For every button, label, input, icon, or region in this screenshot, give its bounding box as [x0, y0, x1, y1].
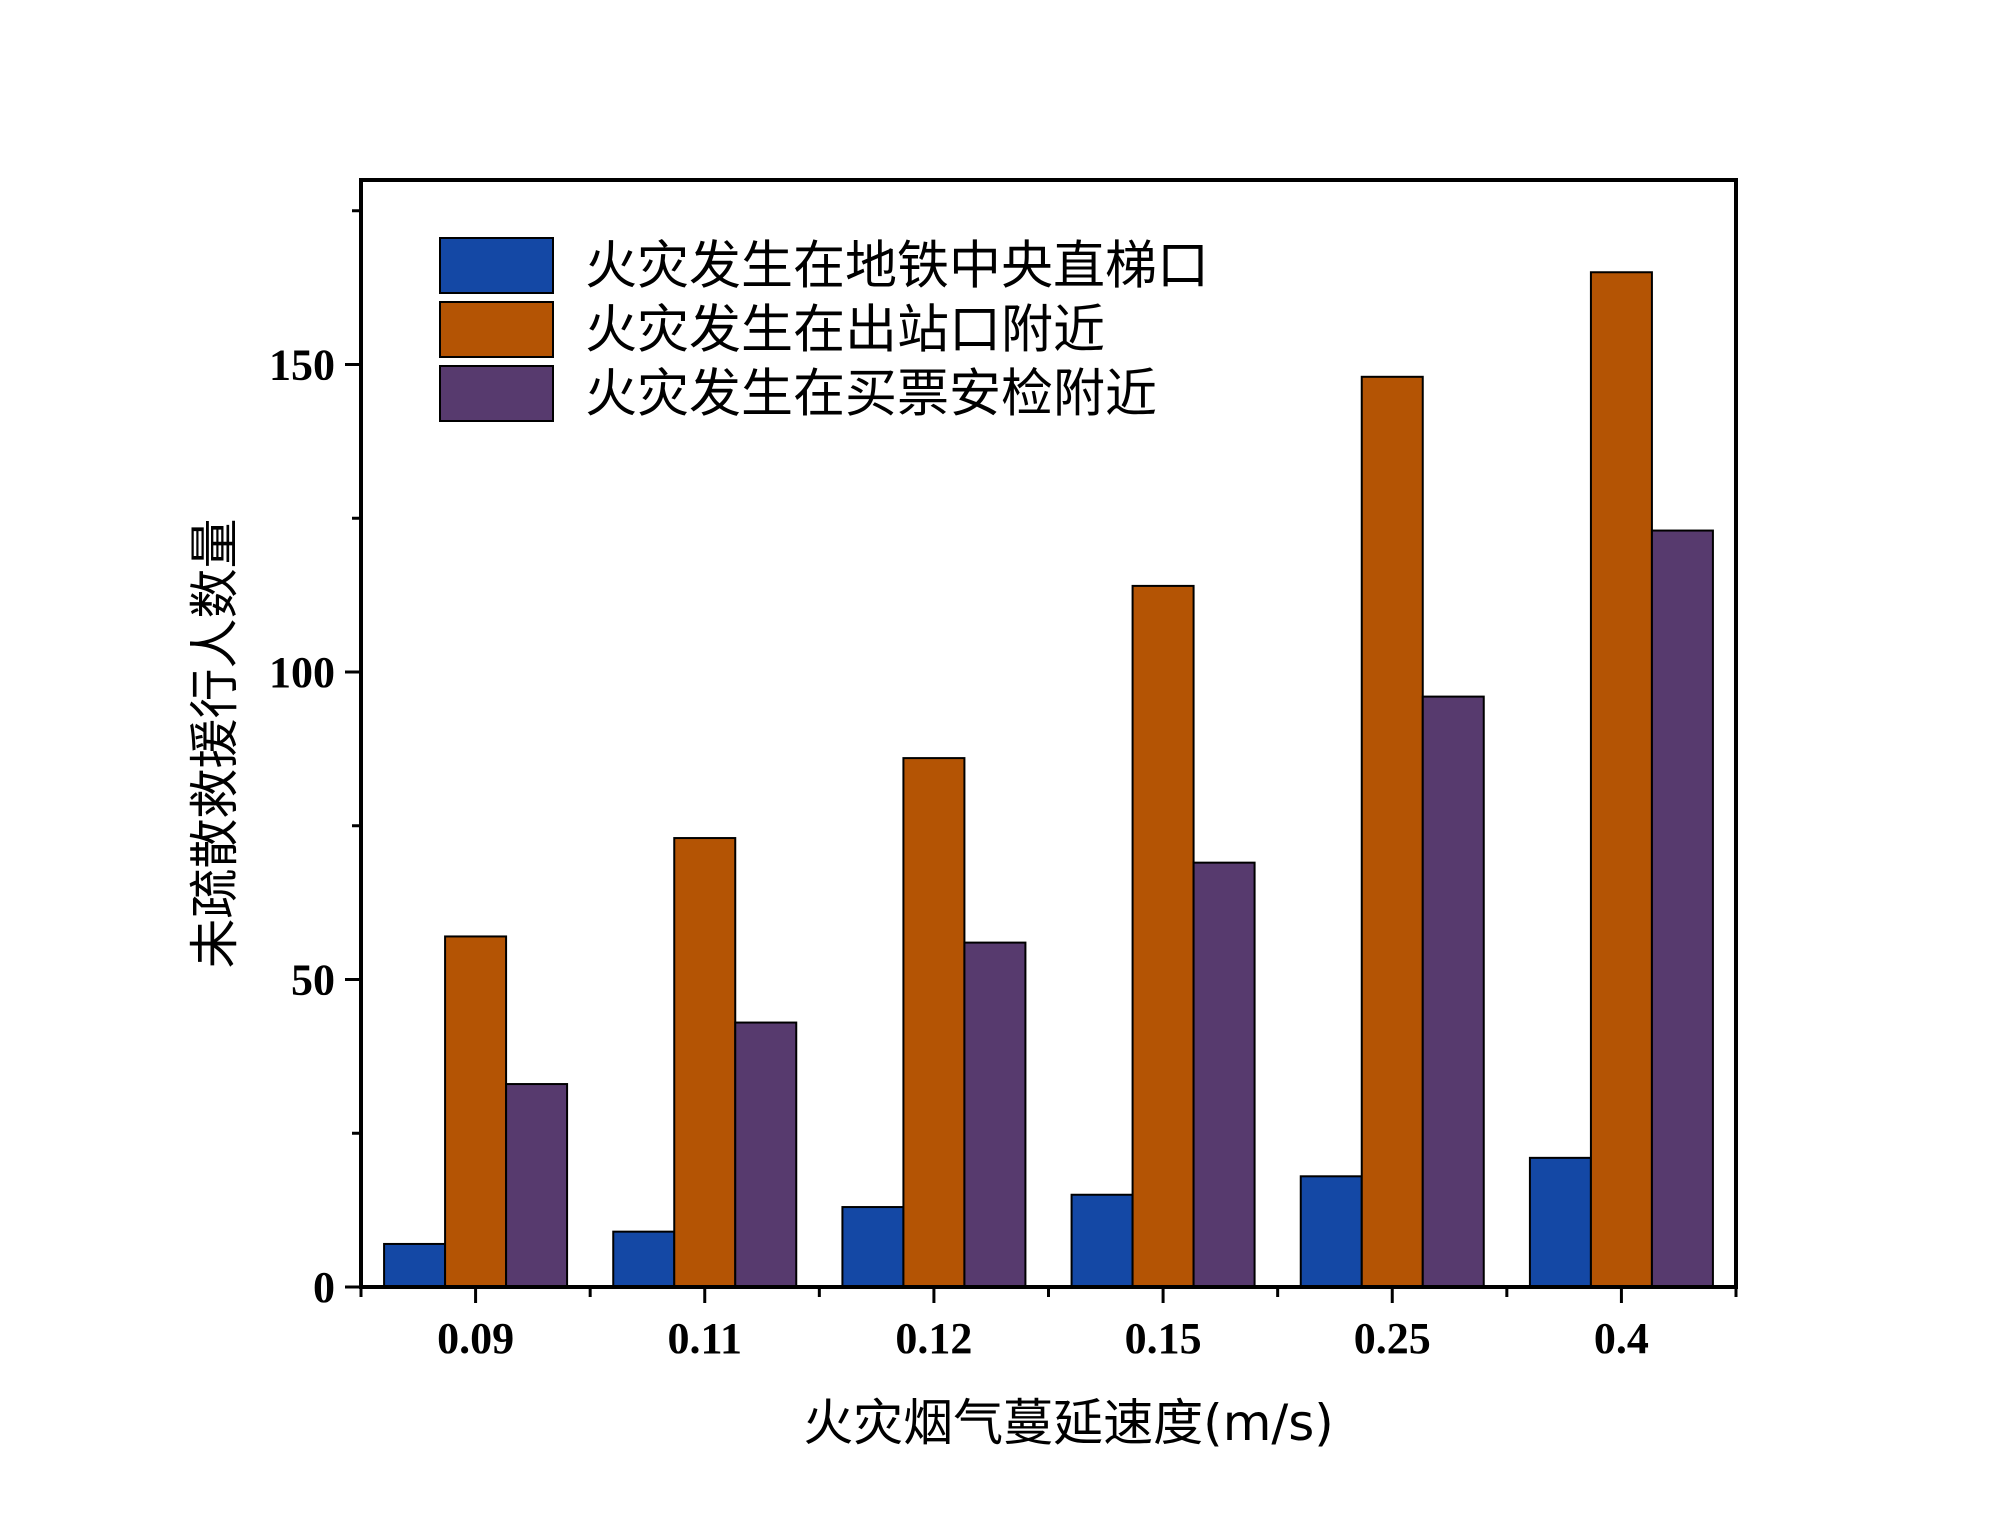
- ticks-group: [345, 209, 1738, 1303]
- bars-group: [383, 271, 1714, 1289]
- bar-2-0.25: [1360, 375, 1424, 1288]
- x-tick-label-0.15: 0.15: [1125, 1314, 1202, 1363]
- bar-1-0.4: [1528, 1156, 1592, 1288]
- bar-3-0.12: [963, 941, 1027, 1288]
- bar-3-0.4: [1650, 529, 1714, 1288]
- bar-1-0.25: [1299, 1175, 1363, 1289]
- bar-1-0.09: [383, 1242, 447, 1288]
- y-tick-label-150: 150: [269, 341, 335, 390]
- y-axis-title: 未疏散救援行人数量: [186, 519, 244, 969]
- bar-2-0.15: [1131, 584, 1195, 1288]
- bar-2-0.12: [902, 757, 966, 1288]
- x-tick-label-0.11: 0.11: [667, 1314, 742, 1363]
- bar-3-0.09: [505, 1083, 569, 1289]
- legend-label-2: 火灾发生在出站口附近: [585, 301, 1105, 361]
- bar-2-0.4: [1589, 271, 1653, 1288]
- tick-labels-group: 0 50 100 150 0.09 0.11 0.12 0.15 0.25 0.4: [269, 341, 1649, 1364]
- legend-label-3: 火灾发生在买票安检附近: [585, 365, 1157, 425]
- x-tick-label-0.25: 0.25: [1354, 1314, 1431, 1363]
- legend-label-1: 火灾发生在地铁中央直梯口: [585, 237, 1209, 297]
- legend-swatch-1: [439, 237, 554, 294]
- bar-3-0.25: [1421, 695, 1485, 1288]
- x-tick-label-0.09: 0.09: [437, 1314, 514, 1363]
- bar-2-0.11: [673, 837, 737, 1288]
- x-axis-title: 火灾烟气蔓延速度(m/s): [803, 1394, 1334, 1452]
- x-tick-label-0.12: 0.12: [895, 1314, 972, 1363]
- x-tick-label-0.4: 0.4: [1594, 1314, 1649, 1363]
- bar-3-0.15: [1192, 861, 1256, 1289]
- legend-swatch-3: [439, 365, 554, 422]
- y-tick-label-50: 50: [291, 956, 335, 1005]
- bar-3-0.11: [734, 1021, 798, 1288]
- bar-1-0.11: [612, 1230, 676, 1289]
- bar-2-0.09: [444, 935, 508, 1288]
- bar-1-0.15: [1070, 1193, 1134, 1288]
- y-tick-label-0: 0: [313, 1263, 335, 1312]
- bar-1-0.12: [841, 1206, 905, 1289]
- legend-swatch-2: [439, 301, 554, 358]
- y-tick-label-100: 100: [269, 648, 335, 697]
